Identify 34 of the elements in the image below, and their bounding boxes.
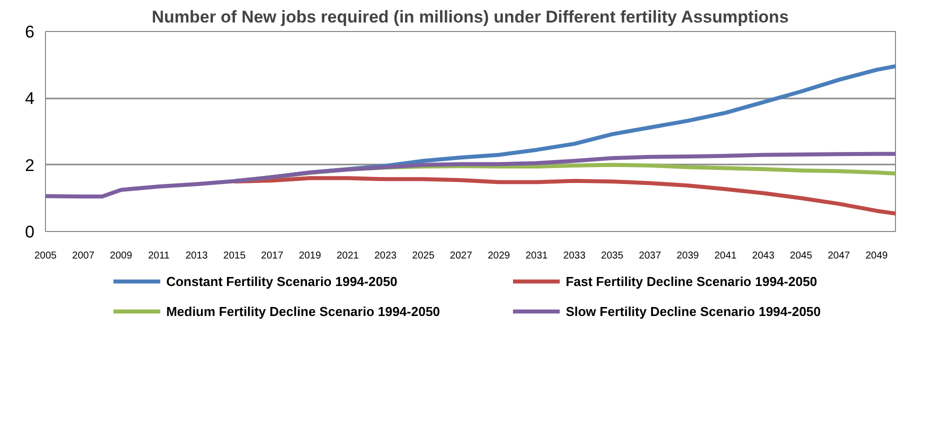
legend-label: Constant Fertility Scenario 1994-2050 bbox=[166, 274, 398, 289]
y-tick-label: 2 bbox=[25, 156, 35, 175]
x-tick-label: 2005 bbox=[34, 250, 58, 262]
x-tick-label: 2047 bbox=[828, 250, 850, 262]
y-tick-label: 0 bbox=[25, 222, 35, 242]
x-tick-label: 2039 bbox=[676, 250, 700, 262]
x-tick-label: 2021 bbox=[336, 250, 360, 262]
x-tick-label: 2019 bbox=[298, 250, 322, 262]
x-tick-label: 2043 bbox=[752, 250, 775, 262]
x-tick-label: 2033 bbox=[563, 250, 586, 262]
legend-label: Medium Fertility Decline Scenario 1994-2050 bbox=[166, 304, 440, 319]
y-tick-label: 4 bbox=[25, 89, 35, 108]
x-tick-label: 2013 bbox=[185, 250, 208, 262]
x-tick-label: 2027 bbox=[450, 250, 473, 262]
x-tick-label: 2017 bbox=[261, 250, 284, 262]
chart-title: Number of New jobs required (in millions) under Different fertility Assumptions bbox=[152, 8, 789, 26]
x-tick-label: 2029 bbox=[488, 250, 510, 262]
x-tick-label: 2015 bbox=[223, 250, 246, 262]
x-tick-label: 2011 bbox=[148, 250, 170, 262]
x-tick-label: 2041 bbox=[714, 250, 738, 262]
line-series bbox=[46, 152, 896, 198]
x-tick-label: 2023 bbox=[374, 250, 398, 262]
x-tick-label: 2045 bbox=[790, 250, 813, 262]
x-tick-label: 2037 bbox=[638, 250, 662, 262]
x-tick-label: 2025 bbox=[412, 250, 435, 262]
x-tick-label: 2035 bbox=[601, 250, 624, 262]
legend-label: Slow Fertility Decline Scenario 1994-2050 bbox=[566, 304, 821, 319]
x-tick-label: 2031 bbox=[525, 250, 548, 262]
legend-label: Fast Fertility Decline Scenario 1994-2050 bbox=[566, 274, 818, 289]
line-series bbox=[232, 176, 896, 216]
x-tick-label: 2009 bbox=[110, 250, 133, 262]
x-tick-label: 2007 bbox=[72, 250, 95, 262]
x-tick-label: 2049 bbox=[865, 250, 888, 262]
y-tick-label: 6 bbox=[25, 22, 35, 42]
